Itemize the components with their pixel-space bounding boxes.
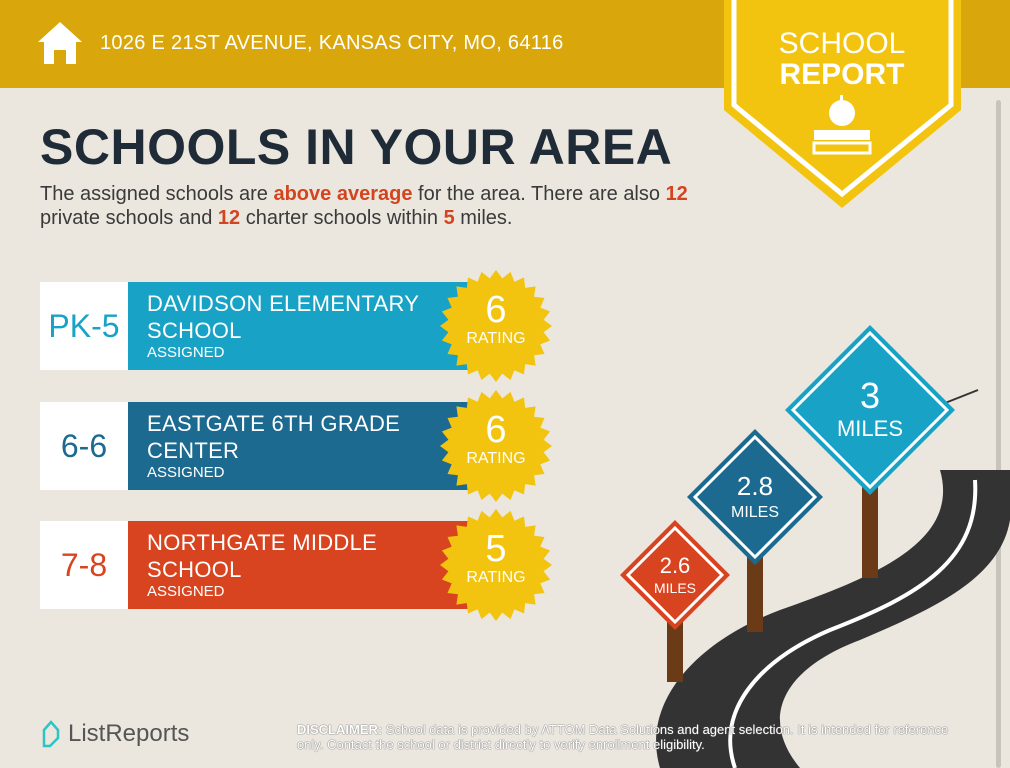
distance-sign: 3 MILES	[785, 325, 955, 495]
badge-title: SCHOOL REPORT	[778, 27, 906, 91]
sign-unit: MILES	[654, 580, 696, 596]
grade-range: 7-8	[40, 521, 128, 609]
school-status: ASSIGNED	[147, 464, 225, 481]
rating-starburst-icon	[440, 270, 552, 382]
school-report-badge	[724, 0, 961, 208]
page-title: SCHOOLS IN YOUR AREA	[40, 119, 673, 175]
sign-distance: 3	[860, 375, 880, 416]
listreports-logo-icon	[42, 720, 60, 748]
school-name: EASTGATE 6TH GRADE CENTER	[147, 411, 401, 463]
rating-starburst-icon	[440, 390, 552, 502]
school-name: NORTHGATE MIDDLE SCHOOL	[147, 530, 378, 582]
listreports-logo[interactable]: ListReports	[40, 720, 189, 748]
sign-unit: MILES	[837, 416, 903, 441]
rating-starburst-icon	[440, 509, 552, 621]
grade-range: 6-6	[40, 402, 128, 490]
school-info: EASTGATE 6TH GRADE CENTER ASSIGNED	[128, 402, 478, 490]
apple-books-icon	[812, 95, 872, 155]
disclaimer: DISCLAIMER: School data is provided by A…	[297, 722, 949, 752]
school-row[interactable]: 7-8 NORTHGATE MIDDLE SCHOOL ASSIGNED 5 RAT…	[40, 509, 560, 621]
rating: 6 RATING	[466, 409, 526, 467]
distance-sign: 2.6 MILES	[620, 520, 730, 630]
school-info: DAVIDSON ELEMENTARY SCHOOL ASSIGNED	[128, 282, 478, 370]
home-icon	[38, 22, 82, 64]
school-info: NORTHGATE MIDDLE SCHOOL ASSIGNED	[128, 521, 478, 609]
rating: 6 RATING	[466, 289, 526, 347]
sign-distance: 2.8	[737, 471, 773, 501]
sign-distance: 2.6	[660, 553, 691, 578]
school-row[interactable]: PK-5 DAVIDSON ELEMENTARY SCHOOL ASSIGNED …	[40, 270, 560, 382]
scrollbar[interactable]	[996, 100, 1001, 768]
sign-unit: MILES	[731, 504, 779, 521]
rating: 5 RATING	[466, 528, 526, 586]
grade-range: PK-5	[40, 282, 128, 370]
address: 1026 E 21ST AVENUE, KANSAS CITY, MO, 641…	[100, 32, 564, 54]
road-signs-illustration: 3 MILES 2.8 MILES 2.6 MILES	[620, 325, 1010, 768]
school-name: DAVIDSON ELEMENTARY SCHOOL	[147, 291, 419, 343]
intro-text: The assigned schools are above average f…	[40, 183, 688, 229]
school-status: ASSIGNED	[147, 583, 225, 600]
school-status: ASSIGNED	[147, 344, 225, 361]
distance-sign: 2.8 MILES	[687, 429, 823, 565]
